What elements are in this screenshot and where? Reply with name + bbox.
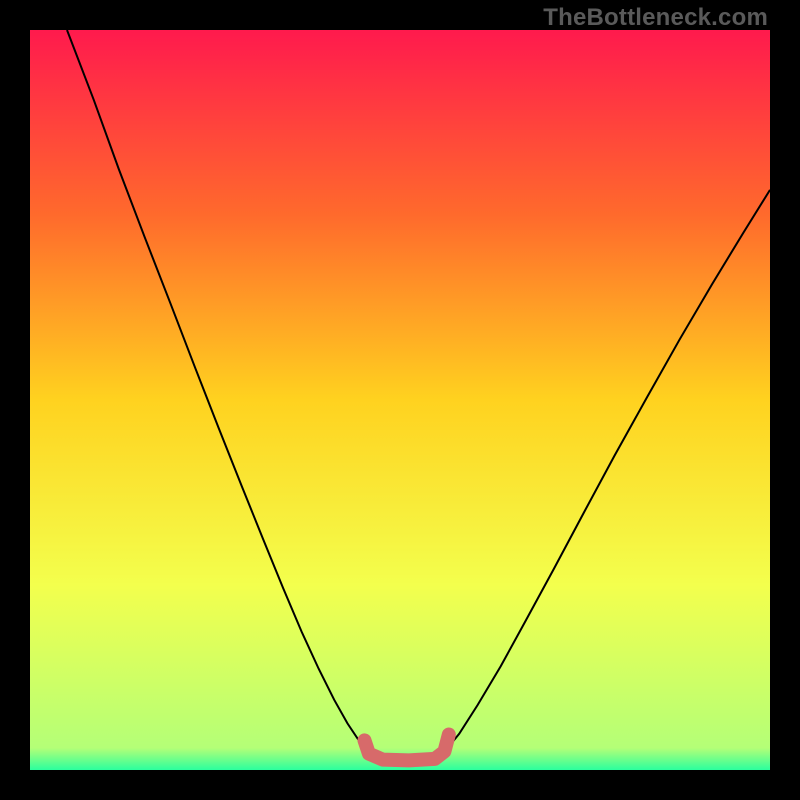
curve-right <box>446 190 770 750</box>
chart-frame: TheBottleneck.com <box>0 0 800 800</box>
flat-segment <box>364 734 448 760</box>
curves-layer <box>30 30 770 770</box>
watermark-text: TheBottleneck.com <box>543 4 768 32</box>
curve-left <box>67 30 369 752</box>
plot-area <box>30 30 770 770</box>
